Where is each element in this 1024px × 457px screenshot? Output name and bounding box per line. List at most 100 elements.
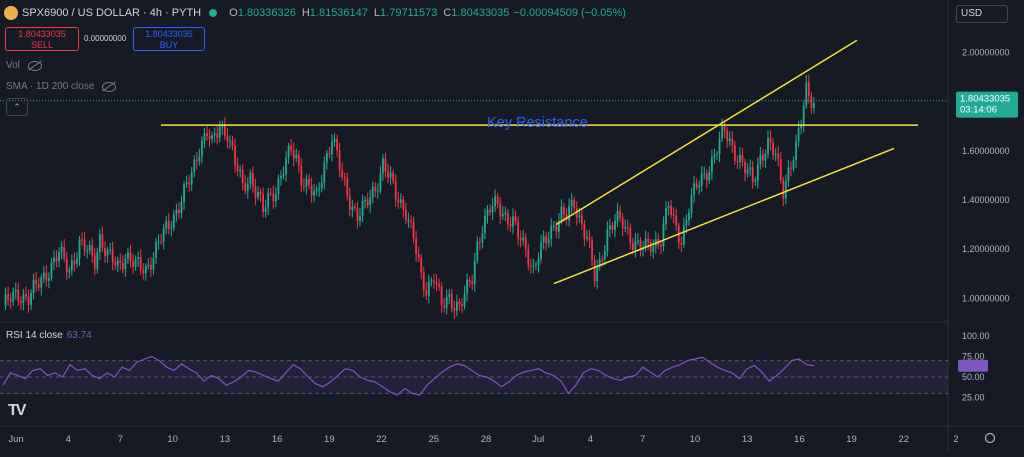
candle-body — [364, 199, 366, 201]
channel-lower-line[interactable] — [553, 147, 895, 285]
candle-body — [494, 196, 497, 207]
last-price-label-bg — [956, 91, 1018, 118]
candle-body — [290, 145, 293, 151]
candle-body — [535, 264, 537, 266]
buy-button[interactable]: 1.80433035 BUY — [133, 27, 205, 51]
candle-body — [91, 245, 94, 256]
candle-body — [93, 255, 96, 269]
candle-body — [211, 135, 213, 140]
candle-body — [555, 225, 558, 232]
candle-body — [435, 282, 438, 285]
candle-body — [223, 124, 226, 136]
candle-body — [463, 293, 466, 307]
candle-body — [81, 239, 83, 241]
candle-body — [50, 262, 53, 279]
candle-body — [124, 258, 127, 270]
candle-body — [96, 251, 99, 269]
settings-gear-icon[interactable] — [984, 432, 996, 444]
candle-body — [282, 174, 285, 177]
candle-body — [407, 220, 410, 222]
candle-body — [468, 279, 471, 282]
candle-body — [382, 158, 384, 174]
candle-body — [172, 214, 175, 229]
channel-upper-line[interactable] — [555, 39, 858, 226]
candle-body — [83, 239, 86, 251]
candle-body — [537, 258, 540, 265]
candle-body — [48, 278, 50, 281]
symbol-header: SPX6900 / US DOLLAR · 4h · PYTH O 1.80336… — [4, 3, 630, 23]
rsi-legend[interactable]: RSI 14 close 63.74 — [6, 330, 92, 341]
volume-indicator[interactable]: Vol — [6, 60, 42, 71]
candle-body — [471, 281, 474, 285]
candle-body — [412, 221, 415, 239]
key-resistance-label[interactable]: Key Resistance — [487, 115, 588, 131]
candle-body — [7, 294, 9, 300]
candle-body — [670, 205, 672, 215]
candle-body — [55, 257, 58, 262]
currency-selector[interactable]: USD — [956, 5, 1008, 23]
eye-hidden-icon[interactable] — [27, 60, 42, 71]
candle-body — [422, 272, 425, 291]
candle-body — [713, 155, 716, 158]
candle-body — [343, 177, 346, 179]
price-tick-label: 1.00000000 — [962, 293, 1010, 303]
ohlc-low-value: 1.79711573 — [380, 7, 438, 19]
candle-body — [185, 182, 188, 185]
chevron-up-icon[interactable]: ⌃ — [6, 98, 28, 116]
candle-body — [547, 238, 550, 244]
candle-body — [384, 158, 387, 172]
time-tick-label: 7 — [640, 434, 645, 445]
candle-body — [736, 160, 739, 163]
candle-body — [529, 266, 532, 268]
tradingview-logo[interactable]: TV — [8, 402, 27, 419]
time-tick-label: 13 — [742, 434, 753, 445]
sell-button[interactable]: 1.80433035 SELL — [5, 27, 79, 51]
candle-body — [58, 251, 60, 262]
candle-body — [512, 216, 514, 227]
candle-body — [807, 82, 810, 96]
time-tick-label: 10 — [167, 434, 178, 445]
candle-body — [415, 238, 417, 255]
candle-body — [175, 209, 178, 215]
symbol-title[interactable]: SPX6900 / US DOLLAR · 4h · PYTH — [22, 7, 202, 19]
sma-indicator[interactable]: SMA · 1D 200 close — [6, 81, 117, 92]
eye-hidden-icon[interactable] — [102, 81, 117, 92]
candle-body — [376, 190, 379, 192]
candle-body — [320, 182, 323, 189]
candle-body — [629, 227, 632, 244]
candle-body — [257, 191, 259, 198]
candle-body — [705, 173, 708, 181]
candle-body — [226, 135, 229, 142]
ohlc-low-key: L — [373, 7, 381, 19]
candle-body — [784, 180, 787, 199]
candle-body — [313, 191, 315, 196]
candle-body — [19, 300, 22, 304]
candle-body — [399, 199, 402, 203]
candle-body — [264, 207, 267, 212]
candle-body — [448, 294, 451, 297]
candle-body — [601, 258, 604, 260]
candle-body — [22, 294, 25, 304]
candle-body — [552, 225, 555, 227]
rsi-band-fill — [0, 360, 948, 394]
rsi-tick-label: 75.00 — [962, 352, 985, 362]
candle-body — [394, 180, 397, 200]
candle-body — [660, 245, 662, 247]
candle-body — [65, 258, 68, 273]
candle-body — [598, 258, 601, 268]
candle-body — [759, 154, 762, 165]
candle-body — [614, 220, 616, 230]
candle-body — [514, 216, 517, 222]
ohlc-change: −0.00094509 (−0.05%) — [513, 7, 626, 19]
market-status-icon[interactable] — [209, 9, 218, 17]
candle-body — [606, 229, 609, 252]
candle-body — [262, 194, 264, 212]
candle-body — [767, 137, 769, 154]
candle-body — [517, 221, 519, 239]
rsi-label: RSI 14 close — [6, 330, 63, 341]
time-tick-label: 28 — [481, 434, 492, 445]
candle-body — [193, 159, 196, 173]
candle-body — [139, 257, 142, 270]
